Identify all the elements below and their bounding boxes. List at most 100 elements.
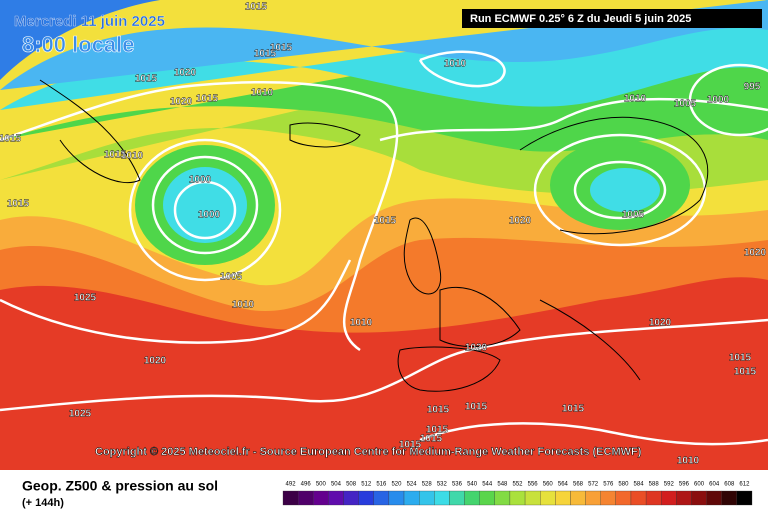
- legend-swatch: [419, 490, 435, 506]
- isobar-label: 1020: [509, 216, 532, 227]
- isobar-label: 1005: [220, 272, 243, 283]
- legend-label: 492: [286, 482, 297, 488]
- isobar-label: 1010: [677, 456, 700, 467]
- isobar-label: 1015: [196, 94, 219, 105]
- legend-label: 540: [467, 482, 478, 488]
- isobar-label: 1000: [707, 95, 730, 106]
- isobar-label: 1020: [170, 97, 193, 108]
- legend-label: 580: [618, 482, 629, 488]
- legend-label: 504: [331, 482, 342, 488]
- legend-label: 516: [376, 482, 387, 488]
- isobar-label: 1005: [622, 210, 645, 221]
- scandinavia-cyan: [590, 168, 660, 212]
- legend-label: 536: [452, 482, 463, 488]
- legend-swatch: [479, 490, 495, 506]
- legend-swatch: [388, 490, 405, 506]
- legend-label: 588: [649, 482, 660, 488]
- legend-swatch: [449, 490, 465, 506]
- coastlines: [39, 79, 709, 392]
- legend-label: 512: [361, 482, 372, 488]
- isobar-label: 1015: [0, 134, 22, 145]
- isobar-label: 1025: [69, 409, 92, 420]
- isobar-label: 1010: [232, 300, 255, 311]
- isobar-label: 1010: [121, 151, 144, 162]
- isobar-label: 1015: [465, 402, 488, 413]
- isobar-label: 1020: [744, 248, 767, 259]
- legend-label: 520: [391, 482, 402, 488]
- legend-swatch: [434, 490, 450, 506]
- field-blue: [0, 0, 160, 80]
- isobar-label: 1015: [245, 2, 268, 13]
- isobar-label: 1015: [374, 216, 397, 227]
- legend-swatch: [373, 490, 390, 506]
- isobar-label: 1015: [399, 440, 422, 451]
- footer-lead: (+ 144h): [22, 497, 64, 509]
- legend-swatch: [509, 490, 526, 506]
- copyright: Copyright © 2025 Meteociel.fr - Source E…: [95, 446, 642, 458]
- legend-label: 500: [316, 482, 327, 488]
- isobar-label: 1015: [420, 434, 443, 445]
- isobar-label: 1015: [135, 74, 158, 85]
- isobar-label: 1015: [562, 404, 585, 415]
- legend-label: 584: [634, 482, 645, 488]
- legend-swatch: [585, 490, 601, 506]
- isobar-label: 1020: [649, 318, 672, 329]
- isobar-label: 1015: [427, 405, 450, 416]
- legend-swatch: [661, 490, 677, 506]
- legend-swatch: [676, 490, 692, 506]
- run-info: Run ECMWF 0.25° 6 Z du Jeudi 5 juin 2025: [470, 13, 691, 25]
- isobar-label: 1025: [74, 293, 97, 304]
- legend-label: 556: [528, 482, 539, 488]
- legend-label: 532: [437, 482, 448, 488]
- isobar-label: 1010: [624, 94, 647, 105]
- local-time: 8:00 locale: [22, 32, 135, 57]
- legend-swatch: [615, 490, 632, 506]
- legend-label: 548: [497, 482, 508, 488]
- isobar-label: 1015: [254, 49, 277, 60]
- legend-label: 496: [301, 482, 312, 488]
- legend-swatch: [736, 490, 753, 506]
- legend-label: 576: [603, 482, 614, 488]
- legend-swatch: [555, 490, 571, 506]
- legend-label: 612: [739, 482, 750, 488]
- isobar-label: 1000: [189, 175, 212, 186]
- legend-swatch: [358, 490, 374, 506]
- legend-swatch: [464, 490, 480, 506]
- isobars: [0, 50, 768, 446]
- isobar-label: 1020: [174, 68, 197, 79]
- legend-swatch: [630, 490, 647, 506]
- legend-label: 552: [512, 482, 523, 488]
- isobar-label: 1010: [444, 59, 467, 70]
- legend-swatch: [600, 490, 616, 506]
- legend-label: 604: [709, 482, 720, 488]
- isobar-label: 1020: [144, 356, 167, 367]
- legend-swatch: [403, 490, 420, 506]
- legend-label: 608: [724, 482, 735, 488]
- legend-label: 600: [694, 482, 705, 488]
- isobar-label: 1010: [251, 88, 274, 99]
- legend-label: 508: [346, 482, 357, 488]
- legend-label: 568: [573, 482, 584, 488]
- footer-title: Geop. Z500 & pression au sol: [22, 478, 218, 494]
- isobar-label: 1015: [729, 353, 752, 364]
- isobar-label: 1015: [7, 199, 30, 210]
- isobar-label: 1010: [350, 318, 373, 329]
- legend-label: 544: [482, 482, 493, 488]
- legend-label: 572: [588, 482, 599, 488]
- isobar-label: 1020: [465, 343, 488, 354]
- isobar-label: 1005: [674, 99, 697, 110]
- legend-swatch: [645, 490, 662, 506]
- legend-label: 564: [558, 482, 569, 488]
- isobar-label: 1015: [104, 150, 127, 161]
- legend-label: 592: [664, 482, 675, 488]
- legend-swatch: [721, 490, 738, 506]
- legend-swatch: [297, 490, 314, 506]
- legend-swatch: [313, 490, 329, 506]
- legend-label: 528: [422, 482, 433, 488]
- legend-swatch: [540, 490, 556, 506]
- legend-swatch: [691, 490, 707, 506]
- isobar-label: 1015: [426, 425, 449, 436]
- date: Mercredi 11 juin 2025: [14, 13, 165, 30]
- isobar-label: 995: [744, 82, 761, 93]
- legend-swatch: [706, 490, 722, 506]
